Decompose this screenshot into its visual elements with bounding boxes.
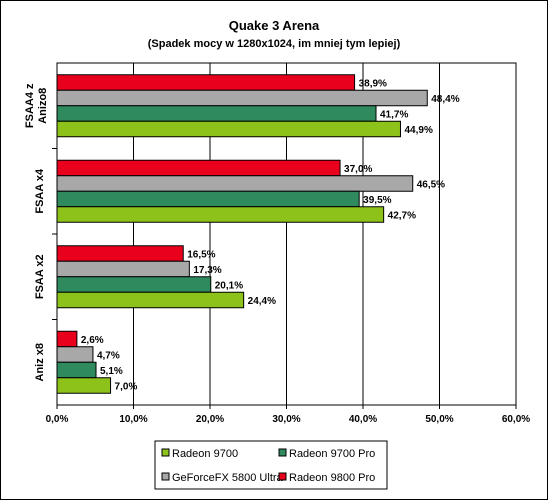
data-label: 20,1% [215,281,243,292]
x-tick-label: 40,0% [349,414,377,425]
bar [56,159,341,177]
bar [56,120,401,138]
x-tick-label: 0,0% [46,414,69,425]
data-label: 39,5% [363,195,391,206]
bar [56,190,360,208]
data-label: 41,7% [380,110,408,121]
data-label: 42,7% [388,211,416,222]
bar [56,89,428,107]
data-label: 44,9% [404,125,432,136]
data-label: 2,6% [81,335,104,346]
x-tick-label: 30,0% [272,414,300,425]
legend [154,440,388,490]
data-label: 17,3% [193,265,221,276]
data-label: 46,5% [417,180,445,191]
data-label: 38,9% [359,79,387,90]
bar [56,361,97,379]
x-tick-label: 20,0% [196,414,224,425]
data-label: 37,0% [344,164,372,175]
category-label: FSAA x2 [34,254,46,299]
data-label: 16,5% [187,250,215,261]
data-label: 24,4% [248,296,276,307]
category-label: FSAA x4 [34,168,46,214]
data-label: 7,0% [115,382,138,393]
chart-title: Quake 3 Arena [229,18,320,33]
legend-label: Radeon 9700 Pro [289,448,375,460]
legend-label: Radeon 9800 Pro [289,472,375,484]
category-label: FSAA4 zAnizo8 [24,83,49,128]
bar [56,276,212,293]
bar [56,330,78,348]
legend-label: Radeon 9700 [172,448,238,460]
bar [56,74,356,91]
x-tick-label: 10,0% [119,414,147,425]
bar [56,260,190,278]
chart-subtitle: (Spadek mocy w 1280x1024, im mniej tym l… [148,38,401,50]
legend-swatch [161,472,170,481]
data-label: 5,1% [100,366,123,377]
category-label: Aniz x8 [34,343,46,382]
bar [56,206,385,223]
data-label: 48,4% [431,94,459,105]
bar [56,175,414,192]
bar [56,245,184,262]
bar [56,291,245,309]
legend-label: GeForceFX 5800 Ultra [172,472,284,484]
data-label: 4,7% [97,351,120,362]
bar [56,377,112,394]
x-tick-label: 50,0% [425,414,453,425]
legend-swatch [278,472,287,481]
legend-swatch [278,448,287,457]
bar [56,105,377,122]
bar [56,346,94,363]
legend-swatch [161,448,170,457]
x-tick-label: 60,0% [502,414,530,425]
